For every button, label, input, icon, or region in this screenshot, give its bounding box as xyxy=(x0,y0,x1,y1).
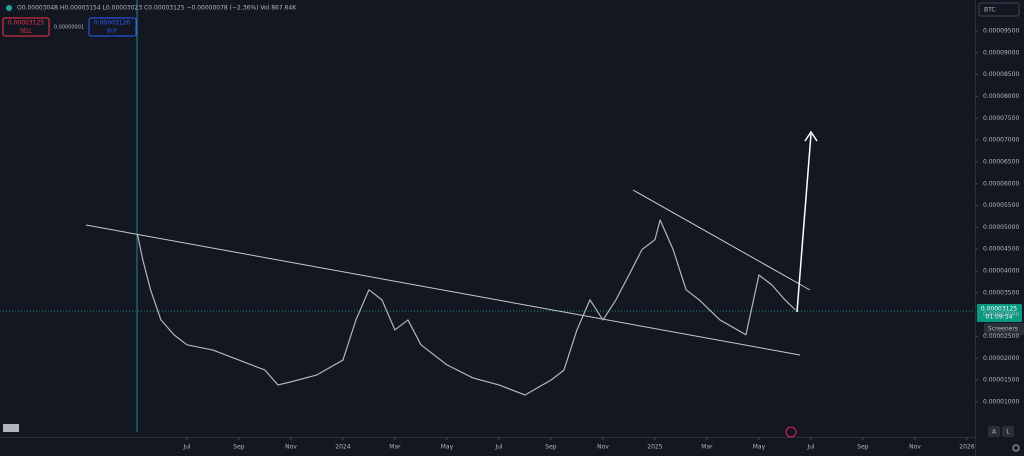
y-tick-label: 0.00003500 xyxy=(983,289,1019,296)
price-tag xyxy=(977,304,1022,322)
y-tick-label: 0.00005000 xyxy=(983,224,1019,231)
x-tick-label: Jul xyxy=(806,444,815,451)
arrow xyxy=(796,133,812,313)
arrow-head xyxy=(804,130,818,142)
trend-line xyxy=(85,224,801,356)
y-tick-label: 0.00003000 xyxy=(983,311,1019,318)
x-tick-label: Mar xyxy=(701,444,713,451)
sell-price: 0.00003125 xyxy=(8,20,44,27)
x-tick-label: May xyxy=(441,444,454,451)
y-tick-label: 0.00008500 xyxy=(983,71,1019,78)
y-tick-label: 0.00002000 xyxy=(983,355,1019,362)
x-tick-label: Nov xyxy=(909,444,921,451)
y-tick-label: 0.00007000 xyxy=(983,137,1019,144)
event-icon[interactable] xyxy=(785,426,797,438)
x-tick-label: Nov xyxy=(597,444,609,451)
x-tick-label: 2026 xyxy=(959,444,974,451)
price-tag-countdown: 01:09:54 xyxy=(986,314,1013,321)
sell-label: SELL xyxy=(20,29,32,35)
plot xyxy=(136,219,796,396)
y-tick-label: 0.00006000 xyxy=(983,180,1019,187)
x-tick-label: Jul xyxy=(182,444,191,451)
x-tick-label: May xyxy=(753,444,766,451)
x-tick-label: 2024 xyxy=(335,444,350,451)
auto-label: A xyxy=(992,429,997,436)
status-dot xyxy=(6,5,12,11)
screeners: Screeners xyxy=(988,326,1018,333)
buy-price: 0.00003126 xyxy=(94,20,130,27)
auto-button[interactable] xyxy=(988,426,1000,437)
spread: 0.00000001 xyxy=(54,25,84,31)
currency: BTC xyxy=(984,7,996,14)
legend: O0.00003048 H0.00003154 L0.00003023 C0.0… xyxy=(17,5,297,12)
y-tick-label: 0.00009500 xyxy=(983,28,1019,35)
price-line-series xyxy=(136,219,796,396)
x-tick-label: Jul xyxy=(494,444,503,451)
y-tick-label: 0.00001500 xyxy=(983,377,1019,384)
buy-label: BUY xyxy=(107,29,118,35)
y-tick-label: 0.00004500 xyxy=(983,246,1019,253)
log-label: L xyxy=(1006,429,1010,436)
x-tick-label: Sep xyxy=(545,444,557,451)
x-tick-label: Sep xyxy=(857,444,869,451)
settings-icon[interactable] xyxy=(1012,444,1020,452)
y-tick-label: 0.00005500 xyxy=(983,202,1019,209)
screeners-button[interactable] xyxy=(984,323,1024,335)
y-tick-label: 0.00002500 xyxy=(983,333,1019,340)
y-tick-label: 0.00007500 xyxy=(983,115,1019,122)
y-tick-label: 0.00006500 xyxy=(983,158,1019,165)
logo xyxy=(3,424,19,432)
x-tick-label: Mar xyxy=(389,444,401,451)
y-tick-label: 0.00004000 xyxy=(983,268,1019,275)
trend-line xyxy=(632,189,811,291)
x-tick-label: 2025 xyxy=(647,444,662,451)
y-tick-label: 0.00009000 xyxy=(983,49,1019,56)
x-tick-label: Sep xyxy=(233,444,245,451)
y-tick-label: 0.00001000 xyxy=(983,398,1019,405)
y-tick-label: 0.00008000 xyxy=(983,93,1019,100)
currency-button[interactable] xyxy=(978,2,1020,17)
sell-button[interactable] xyxy=(2,17,50,37)
price-tag-price: 0.00003125 xyxy=(981,306,1017,313)
log-button[interactable] xyxy=(1002,426,1014,437)
buy-button[interactable] xyxy=(88,17,137,37)
x-tick-label: Nov xyxy=(285,444,297,451)
